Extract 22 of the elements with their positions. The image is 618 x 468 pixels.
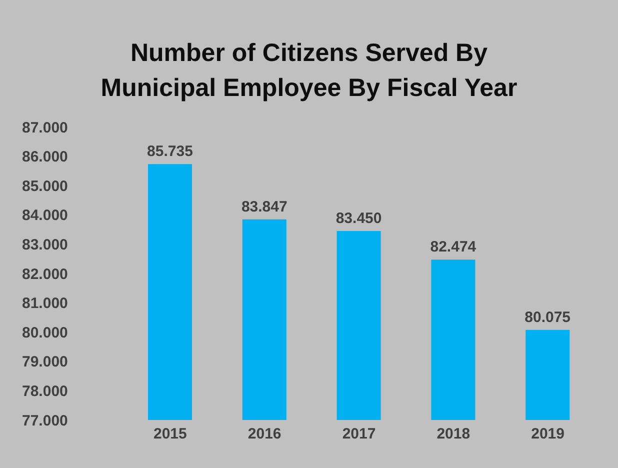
y-tick-label: 87.000 — [22, 119, 68, 136]
data-label: 85.735 — [147, 143, 193, 160]
data-label: 83.847 — [241, 198, 288, 216]
y-tick-label: 86.000 — [22, 148, 68, 166]
y-tick-label: 81.000 — [22, 295, 68, 312]
x-tick-label: 2018 — [436, 426, 470, 443]
y-tick-label: 78.000 — [22, 383, 68, 400]
data-label: 80.075 — [524, 308, 571, 326]
y-tick-label: 83.000 — [22, 236, 68, 254]
data-label: 82.474 — [430, 238, 477, 256]
y-tick-label: 84.000 — [22, 207, 68, 224]
data-label: 83.450 — [336, 210, 382, 228]
x-tick-label: 2016 — [248, 426, 282, 443]
x-tick-label: 2019 — [531, 426, 564, 443]
y-tick-label: 79.000 — [22, 354, 68, 371]
y-tick-label: 80.000 — [22, 324, 68, 342]
y-tick-label: 85.000 — [22, 178, 68, 195]
x-tick-label: 2017 — [342, 426, 376, 443]
y-tick-label: 82.000 — [22, 266, 68, 283]
chart-title: Number of Citizens Served By Municipal Employee By Fiscal Year — [100, 38, 518, 104]
x-tick-label: 2015 — [154, 426, 187, 443]
y-tick-label: 77.000 — [22, 412, 68, 430]
